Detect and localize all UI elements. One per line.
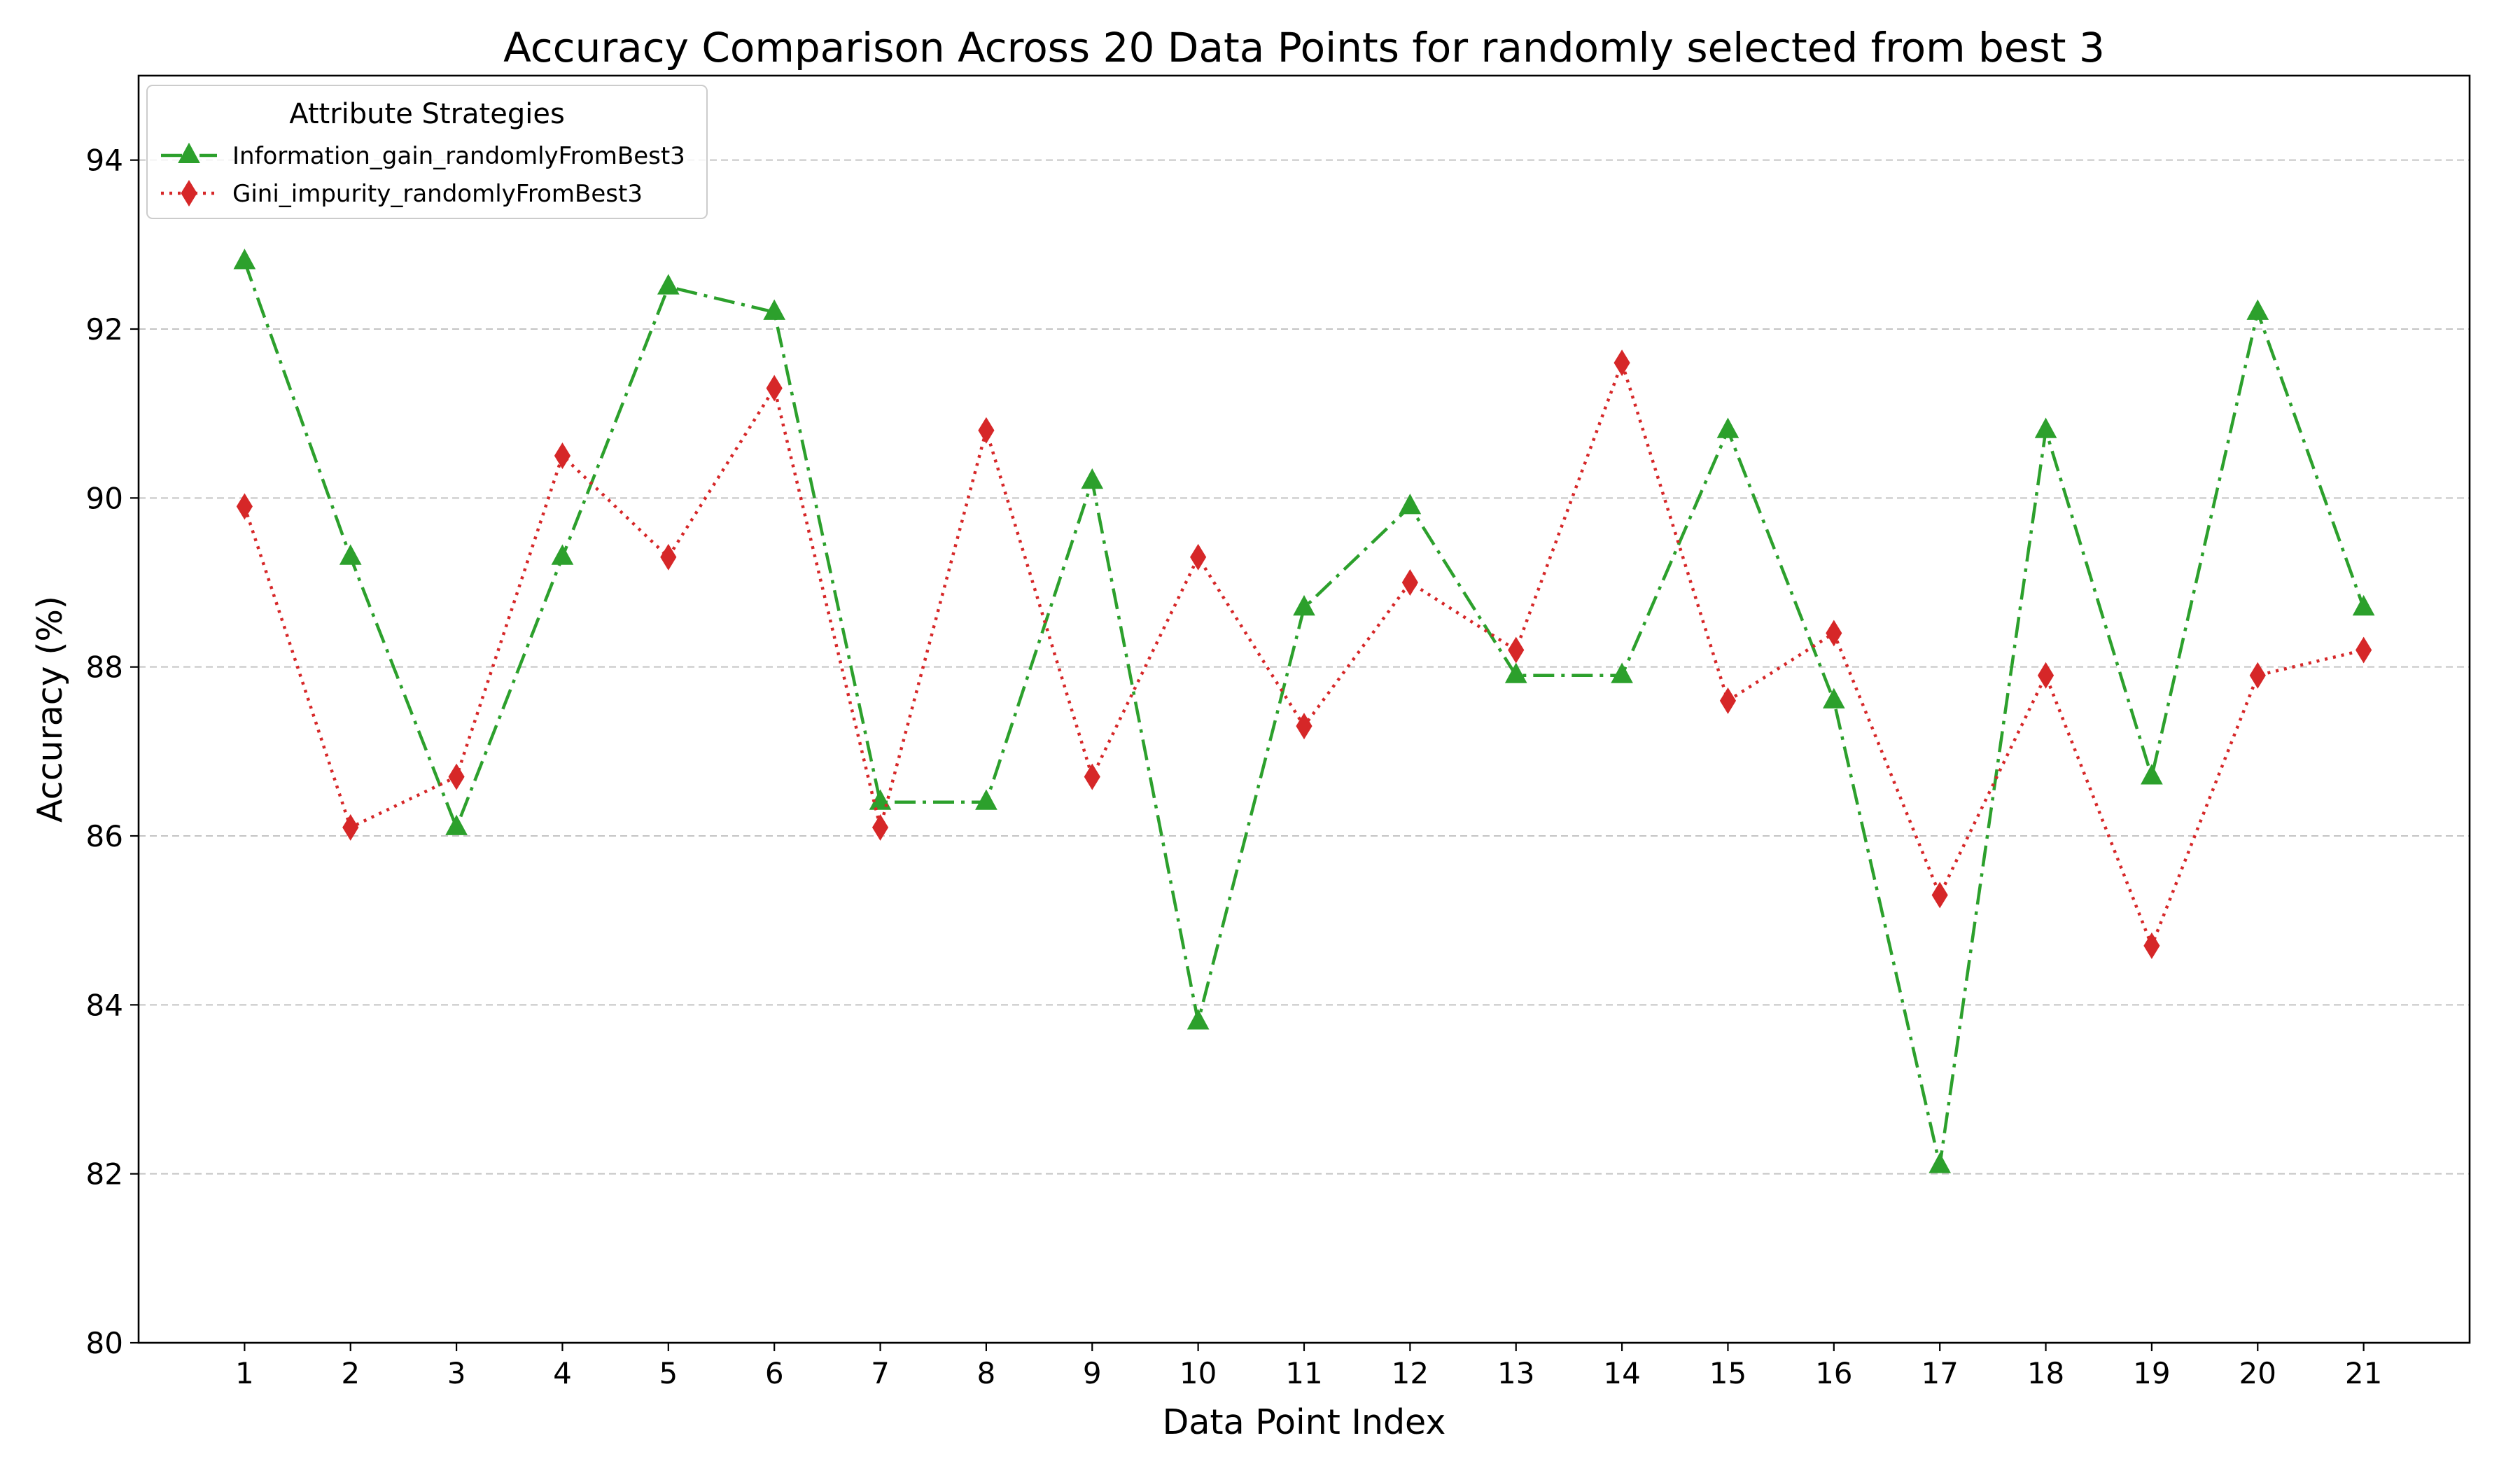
- data-point: [1296, 713, 1312, 740]
- data-point: [975, 789, 997, 810]
- x-tick-label: 5: [659, 1356, 678, 1390]
- grid-lines: [139, 159, 2470, 1175]
- x-tick-label: 3: [447, 1356, 466, 1390]
- data-point: [1401, 569, 1418, 596]
- data-point: [2034, 417, 2057, 438]
- data-point: [1826, 620, 1842, 647]
- data-point: [448, 763, 465, 790]
- x-tick-label: 4: [553, 1356, 572, 1390]
- data-point: [2249, 662, 2266, 689]
- series-1: [233, 249, 2375, 1173]
- data-point: [1293, 594, 1315, 616]
- y-axis-title: Accuracy (%): [30, 596, 70, 823]
- data-point: [657, 274, 680, 295]
- data-point: [766, 375, 783, 402]
- y-tick-label: 88: [86, 650, 123, 685]
- data-point: [551, 544, 574, 565]
- data-point: [2356, 636, 2372, 664]
- y-tick-label: 80: [86, 1326, 123, 1360]
- legend-marker: [178, 142, 200, 163]
- data-point: [1822, 687, 1845, 708]
- data-point: [2141, 764, 2163, 785]
- y-tick-label: 86: [86, 819, 123, 853]
- data-point: [1508, 636, 1525, 664]
- x-axis-title: Data Point Index: [1163, 1402, 1446, 1442]
- data-point: [660, 543, 677, 571]
- data-point: [978, 417, 995, 444]
- series-line: [243, 260, 2365, 1167]
- y-tick-label: 92: [86, 312, 123, 347]
- data-point: [1928, 1152, 1952, 1173]
- data-point: [445, 814, 468, 835]
- data-point: [236, 493, 253, 520]
- data-point: [1399, 494, 1422, 515]
- data-point: [339, 544, 362, 565]
- data-point: [1084, 763, 1100, 790]
- data-point: [2037, 662, 2054, 689]
- legend-label: Information_gain_randomlyFromBest3: [232, 142, 685, 170]
- x-tick-label: 8: [977, 1356, 996, 1390]
- legend-items: Information_gain_randomlyFromBest3 Gini_i…: [161, 142, 685, 208]
- legend: Attribute Strategies Information_gain_ra…: [146, 85, 708, 219]
- data-series: [233, 249, 2375, 1173]
- series-2: [236, 349, 2372, 959]
- y-tick-label: 84: [86, 988, 123, 1022]
- x-tick-label: 12: [1392, 1356, 1429, 1390]
- x-tick-label: 17: [1921, 1356, 1958, 1390]
- data-point: [2352, 594, 2375, 616]
- x-tick-label: 19: [2133, 1356, 2170, 1390]
- data-point: [342, 814, 359, 841]
- x-tick-label: 9: [1083, 1356, 1102, 1390]
- data-point: [1611, 662, 1633, 683]
- legend-label: Gini_impurity_randomlyFromBest3: [232, 180, 643, 208]
- x-tick-label: 15: [1709, 1356, 1746, 1390]
- data-point: [1719, 687, 1737, 714]
- data-point: [1186, 1009, 1210, 1030]
- legend-item-2: Gini_impurity_randomlyFromBest3: [161, 180, 643, 208]
- data-point: [233, 249, 256, 270]
- data-point: [872, 814, 889, 841]
- x-tick-label: 16: [1815, 1356, 1852, 1390]
- legend-box: [146, 85, 708, 219]
- data-point: [1716, 417, 1740, 438]
- chart-title: Accuracy Comparison Across 20 Data Point…: [503, 24, 2105, 71]
- x-tick-label: 18: [2027, 1356, 2064, 1390]
- data-point: [2143, 932, 2160, 959]
- data-point: [1190, 543, 1207, 571]
- x-tick-label: 14: [1603, 1356, 1640, 1390]
- data-point: [1614, 349, 1630, 377]
- x-tick-label: 7: [871, 1356, 890, 1390]
- y-tick-label: 82: [86, 1157, 123, 1192]
- data-point: [2246, 299, 2269, 320]
- x-tick-label: 21: [2345, 1356, 2382, 1390]
- data-point: [554, 442, 571, 469]
- data-point: [1081, 468, 1104, 489]
- x-tick-label: 6: [765, 1356, 784, 1390]
- y-tick-label: 90: [86, 481, 123, 515]
- x-tick-label: 1: [235, 1356, 254, 1390]
- x-tick-label: 2: [341, 1356, 360, 1390]
- y-tick-label: 94: [86, 144, 123, 178]
- x-tick-label: 13: [1497, 1356, 1534, 1390]
- data-point: [1504, 662, 1527, 683]
- legend-item-1: Information_gain_randomlyFromBest3: [161, 142, 685, 170]
- data-point: [763, 299, 786, 320]
- x-tick-label: 20: [2239, 1356, 2276, 1390]
- x-tick-label: 10: [1180, 1356, 1217, 1390]
- x-tick-label: 11: [1285, 1356, 1322, 1390]
- legend-title: Attribute Strategies: [289, 98, 565, 130]
- data-point: [1931, 881, 1948, 909]
- legend-marker: [181, 180, 197, 207]
